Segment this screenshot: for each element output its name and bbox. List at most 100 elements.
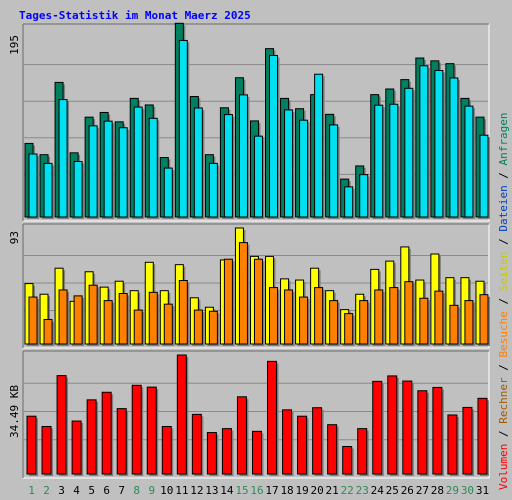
bar-besuche-day-14 <box>223 258 233 345</box>
x-tick-label-day-18: 18 <box>280 484 293 497</box>
bar-volumen-day-29 <box>447 414 458 475</box>
bar-dateien-day-18 <box>284 109 294 218</box>
bar-dateien-day-25 <box>389 103 399 218</box>
x-tick-label-day-2: 2 <box>43 484 50 497</box>
bar-volumen-day-10 <box>161 425 172 475</box>
bar-besuche-day-9 <box>148 291 158 345</box>
x-tick-label-day-22: 22 <box>341 484 354 497</box>
bar-besuche-day-16 <box>253 258 263 345</box>
legend-entry-dateien: Dateien <box>497 185 510 231</box>
bar-volumen-day-25 <box>387 375 398 475</box>
x-tick-label-day-4: 4 <box>73 484 80 497</box>
bar-volumen-day-14 <box>221 428 232 475</box>
bar-dateien-day-1 <box>28 153 38 218</box>
x-tick-label-day-10: 10 <box>160 484 173 497</box>
bar-besuche-day-17 <box>269 287 279 345</box>
bar-dateien-day-30 <box>464 105 474 218</box>
bar-dateien-day-22 <box>344 186 354 218</box>
x-tick-label-day-13: 13 <box>205 484 218 497</box>
legend-separator: / <box>497 291 510 311</box>
bar-dateien-day-2 <box>43 162 53 218</box>
bar-dateien-day-11 <box>178 39 188 218</box>
bar-volumen-day-2 <box>41 425 52 475</box>
x-tick-label-day-28: 28 <box>431 484 444 497</box>
x-tick-label-day-16: 16 <box>250 484 263 497</box>
bar-besuche-day-23 <box>359 300 369 345</box>
x-tick-label-day-5: 5 <box>88 484 95 497</box>
x-tick-label-day-26: 26 <box>401 484 414 497</box>
bar-besuche-day-8 <box>133 309 143 345</box>
panel-volume: 34.49 KB <box>8 350 490 479</box>
x-tick-label-day-21: 21 <box>326 484 339 497</box>
bar-besuche-day-31 <box>479 294 489 345</box>
legend-entry-seiten: Seiten <box>497 252 510 292</box>
legend-entry-volumen: Volumen <box>497 444 510 490</box>
bar-dateien-day-12 <box>193 107 203 218</box>
bar-besuche-day-20 <box>314 287 324 345</box>
bar-dateien-day-6 <box>103 120 113 218</box>
bar-besuche-day-22 <box>344 313 354 345</box>
bar-volumen-day-28 <box>432 386 443 475</box>
bar-besuche-day-25 <box>389 287 399 345</box>
bar-besuche-day-19 <box>299 296 309 345</box>
bar-dateien-day-9 <box>148 117 158 218</box>
legend-separator: / <box>497 165 510 185</box>
bar-dateien-day-8 <box>133 106 143 218</box>
bar-volumen-day-26 <box>402 380 413 475</box>
x-tick-label-day-31: 31 <box>476 484 489 497</box>
bar-dateien-day-20 <box>314 73 324 218</box>
bar-volumen-day-20 <box>312 407 323 475</box>
bar-volumen-day-4 <box>71 420 82 475</box>
legend-separator: / <box>497 358 510 378</box>
bar-volumen-day-18 <box>282 409 293 475</box>
bar-besuche-day-24 <box>374 289 384 345</box>
bar-besuche-day-4 <box>73 295 83 345</box>
bar-besuche-day-5 <box>88 284 98 345</box>
bar-dateien-day-17 <box>269 54 279 218</box>
bar-volumen-day-11 <box>176 354 187 475</box>
bar-dateien-day-14 <box>223 114 233 218</box>
bar-volumen-day-21 <box>327 424 338 475</box>
x-tick-label-day-24: 24 <box>371 484 385 497</box>
bar-volumen-day-5 <box>86 399 97 475</box>
bar-volumen-day-31 <box>477 397 488 475</box>
bar-besuche-day-29 <box>449 304 459 345</box>
x-tick-label-day-11: 11 <box>175 484 188 497</box>
x-tick-label-day-25: 25 <box>386 484 399 497</box>
bar-volumen-day-16 <box>251 430 262 475</box>
bar-besuche-day-12 <box>193 309 203 345</box>
bar-dateien-day-26 <box>404 87 414 218</box>
bar-volumen-day-30 <box>462 406 473 475</box>
bar-dateien-day-28 <box>434 69 444 218</box>
bar-besuche-day-3 <box>58 289 68 345</box>
legend-text: Volumen / Rechner / Besuche / Seiten / D… <box>497 112 510 490</box>
bar-volumen-day-23 <box>357 428 368 475</box>
series-legend: Volumen / Rechner / Besuche / Seiten / D… <box>497 112 510 490</box>
bar-volumen-day-7 <box>116 408 127 475</box>
bar-besuche-day-27 <box>419 297 429 345</box>
bar-dateien-day-23 <box>359 174 369 218</box>
bar-dateien-day-19 <box>299 119 309 218</box>
bar-besuche-day-30 <box>464 300 474 345</box>
bar-volumen-day-24 <box>372 380 383 475</box>
bar-besuche-day-11 <box>178 279 188 345</box>
bar-besuche-day-28 <box>434 290 444 345</box>
bar-dateien-day-24 <box>374 104 384 218</box>
bar-besuche-day-26 <box>404 281 414 345</box>
x-tick-label-day-9: 9 <box>148 484 155 497</box>
y-max-label: 34.49 KB <box>8 385 21 438</box>
bar-volumen-day-19 <box>297 415 308 475</box>
x-tick-label-day-7: 7 <box>118 484 125 497</box>
panel-requests: 195 <box>8 22 490 222</box>
x-tick-label-day-6: 6 <box>103 484 110 497</box>
y-max-label: 195 <box>8 35 21 55</box>
bar-dateien-day-3 <box>58 99 68 218</box>
bar-besuche-day-2 <box>43 319 53 345</box>
bar-dateien-day-29 <box>449 77 459 218</box>
x-tick-label-day-3: 3 <box>58 484 65 497</box>
bar-besuche-day-13 <box>208 310 218 345</box>
x-tick-label-day-23: 23 <box>356 484 369 497</box>
x-tick-label-day-12: 12 <box>190 484 203 497</box>
